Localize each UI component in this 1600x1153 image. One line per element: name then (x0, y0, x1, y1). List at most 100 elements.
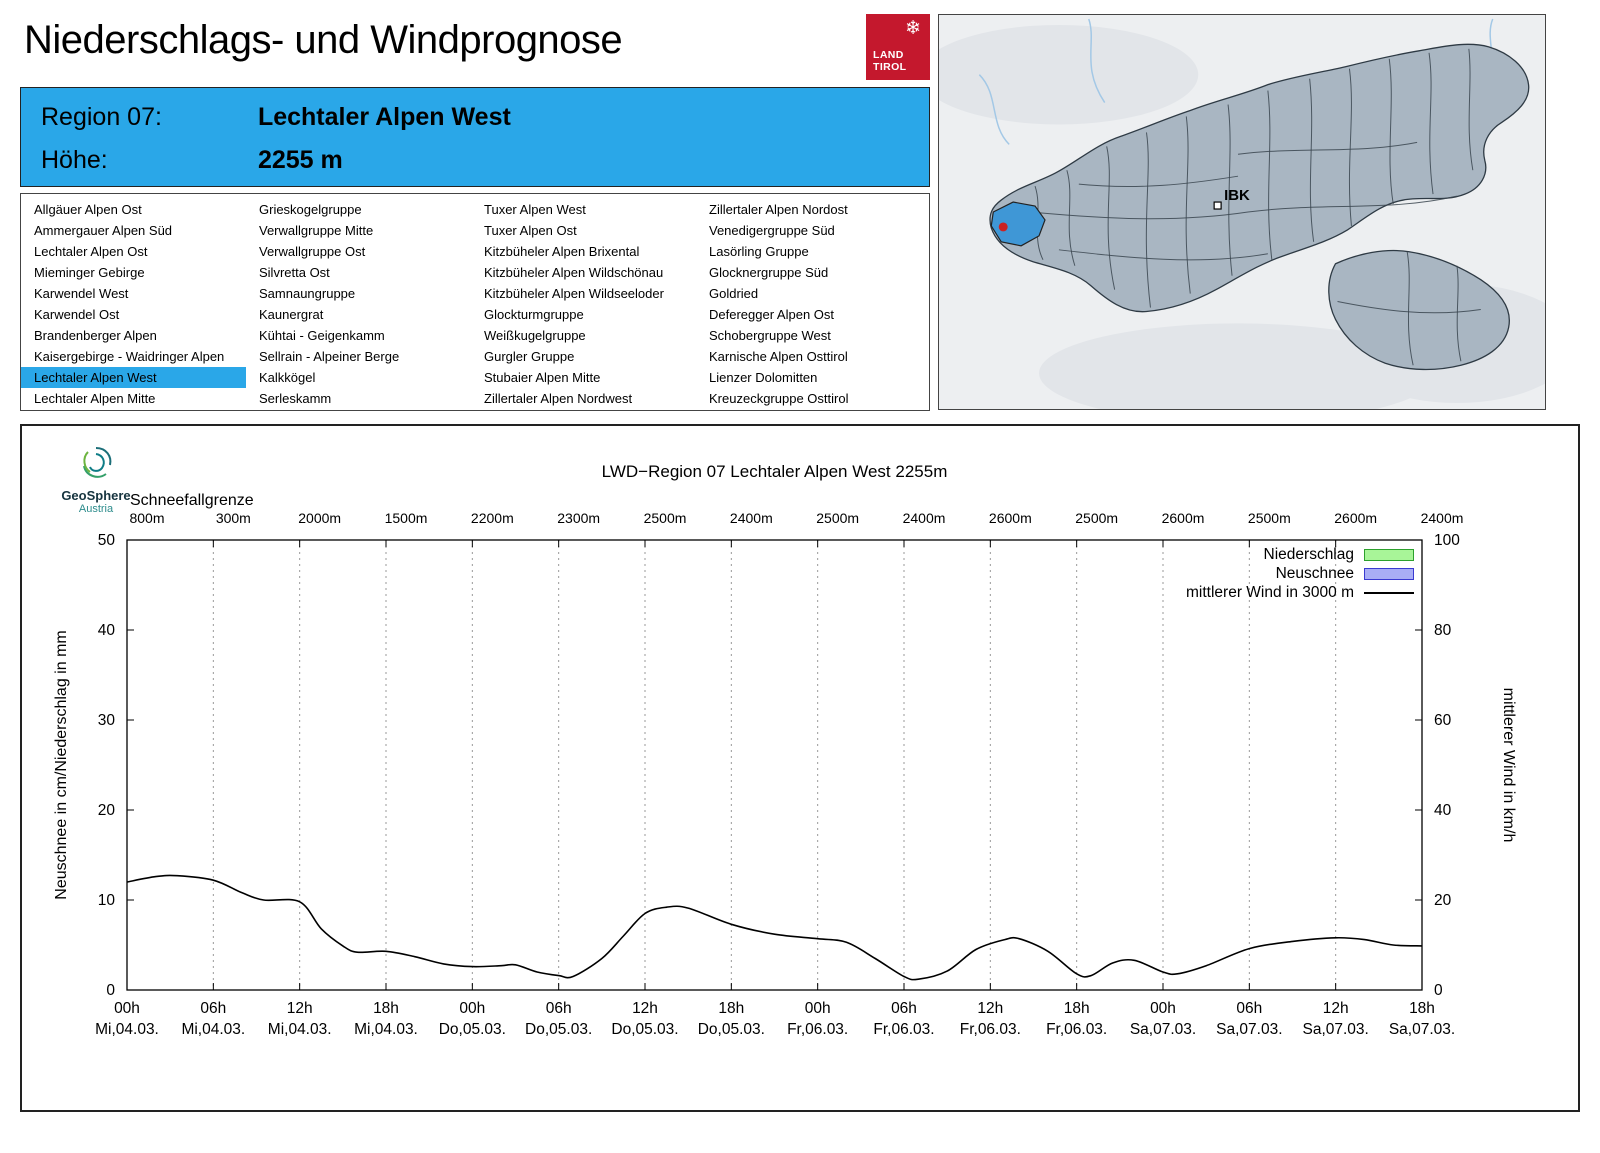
region-list-item[interactable]: Schobergruppe West (709, 328, 831, 343)
svg-text:2400m: 2400m (1421, 510, 1464, 526)
region-list-item[interactable]: Goldried (709, 286, 759, 301)
region-list-item[interactable]: Venedigergruppe Süd (709, 223, 835, 238)
chart-title: LWD−Region 07 Lechtaler Alpen West 2255m (601, 462, 948, 481)
region-list-item[interactable]: Brandenberger Alpen (34, 328, 157, 343)
svg-text:2600m: 2600m (1334, 510, 1377, 526)
svg-text:12h: 12h (977, 1000, 1003, 1017)
region-list-item[interactable]: Kalkkögel (259, 370, 316, 385)
region-list-item[interactable]: Kreuzeckgruppe Osttirol (709, 391, 849, 406)
highlighted-region-lechtaler-alpen-west[interactable] (990, 201, 1046, 247)
svg-text:0: 0 (106, 982, 115, 999)
ibk-city-label: IBK (1224, 187, 1250, 204)
tirol-region-map[interactable]: IBK (938, 14, 1546, 410)
svg-text:Mi,04.03.: Mi,04.03. (354, 1021, 418, 1038)
region-list-item[interactable]: Lechtaler Alpen Ost (34, 244, 148, 259)
region-list-item[interactable]: Lechtaler Alpen Mitte (34, 391, 156, 406)
east-tirol-landmass[interactable] (1328, 249, 1510, 371)
region-list-item[interactable]: Weißkugelgruppe (484, 328, 586, 343)
region-list-item[interactable]: Lasörling Gruppe (709, 244, 809, 259)
region-list-item[interactable]: Stubaier Alpen Mitte (484, 370, 601, 385)
chart-legend: Niederschlag Neuschnee mittlerer Wind in… (1022, 545, 1414, 602)
legend-label-niederschlag: Niederschlag (1263, 545, 1354, 563)
svg-text:50: 50 (98, 532, 116, 549)
legend-row-wind: mittlerer Wind in 3000 m (1022, 583, 1414, 602)
svg-text:00h: 00h (805, 1000, 831, 1017)
svg-text:1500m: 1500m (385, 510, 428, 526)
svg-text:30: 30 (98, 712, 116, 729)
legend-label-neuschnee: Neuschnee (1275, 564, 1354, 582)
svg-text:12h: 12h (287, 1000, 313, 1017)
svg-text:2500m: 2500m (1248, 510, 1291, 526)
geosphere-name: GeoSphere (61, 488, 131, 503)
svg-text:00h: 00h (459, 1000, 485, 1017)
region-list-item[interactable]: Gurgler Gruppe (484, 349, 575, 364)
region-list-item[interactable]: Sellrain - Alpeiner Berge (259, 349, 400, 364)
region-list-item[interactable]: Karwendel West (34, 286, 129, 301)
region-list-item[interactable]: Karnische Alpen Osttirol (709, 349, 848, 364)
svg-text:0: 0 (1434, 982, 1443, 999)
forecast-chart-panel: 00h Mi,04.03. 800m 06h Mi,04.03. 300m 12h Mi,04… (20, 424, 1580, 1112)
region-list-item[interactable]: Serleskamm (259, 391, 332, 406)
region-list-item[interactable]: Deferegger Alpen Ost (709, 307, 835, 322)
region-list-item[interactable]: Kitzbüheler Alpen Wildseeloder (484, 286, 664, 301)
svg-text:2500m: 2500m (644, 510, 687, 526)
legend-swatch-wind (1364, 591, 1414, 594)
land-tirol-logo-line1: LAND (873, 48, 904, 61)
region-list-item[interactable]: Lienzer Dolomitten (709, 370, 818, 385)
region-list-item[interactable]: Tuxer Alpen Ost (484, 223, 577, 238)
region-list-item[interactable]: Allgäuer Alpen Ost (34, 202, 142, 217)
region-list-item[interactable]: Samnaungruppe (259, 286, 356, 301)
region-list-item[interactable]: Tuxer Alpen West (484, 202, 586, 217)
region-list-item[interactable]: Zillertaler Alpen Nordwest (484, 391, 633, 406)
forecast-plot-svg: 00h Mi,04.03. 800m 06h Mi,04.03. 300m 12h Mi,04… (53, 510, 1517, 1038)
svg-text:2200m: 2200m (471, 510, 514, 526)
station-marker-dot (998, 222, 1008, 232)
region-list-item[interactable]: Silvretta Ost (259, 265, 330, 280)
region-list-column-4: Zillertaler Alpen Nordost Venedigergruppe… (696, 199, 929, 410)
region-list-item[interactable]: Verwallgruppe Ost (259, 244, 366, 259)
region-list-item[interactable]: Glockturmgruppe (484, 307, 584, 322)
region-list-item[interactable]: Verwallgruppe Mitte (259, 223, 374, 238)
region-list: Allgäuer Alpen Ost Ammergauer Alpen Süd Le… (20, 193, 930, 411)
svg-text:300m: 300m (216, 510, 251, 526)
region-name-value: Lechtaler Alpen West (257, 103, 511, 131)
svg-text:00h: 00h (1150, 1000, 1176, 1017)
svg-text:20: 20 (98, 802, 116, 819)
region-list-item[interactable]: Kitzbüheler Alpen Wildschönau (484, 265, 664, 280)
svg-text:2400m: 2400m (730, 510, 773, 526)
svg-text:80: 80 (1434, 622, 1452, 639)
region-list-column-1: Allgäuer Alpen Ost Ammergauer Alpen Süd Le… (21, 199, 246, 410)
legend-row-niederschlag: Niederschlag (1022, 545, 1414, 564)
tirol-map-svg: IBK (939, 18, 1545, 409)
region-list-item[interactable]: Glocknergruppe Süd (709, 265, 829, 280)
region-list-item[interactable]: Zillertaler Alpen Nordost (709, 202, 848, 217)
snowflake-icon: ❄ (905, 17, 921, 39)
svg-text:100: 100 (1434, 532, 1460, 549)
region-list-item[interactable]: Lechtaler Alpen West (21, 367, 246, 388)
svg-text:2000m: 2000m (298, 510, 341, 526)
svg-text:Do,05.03.: Do,05.03. (611, 1021, 678, 1038)
land-tirol-logo: ❄ LAND TIROL (866, 14, 930, 80)
region-list-item[interactable]: Karwendel Ost (34, 307, 120, 322)
river-line (1088, 18, 1106, 103)
region-list-item[interactable]: Kaunergrat (259, 307, 324, 322)
svg-text:Mi,04.03.: Mi,04.03. (95, 1021, 159, 1038)
legend-swatch-niederschlag (1364, 548, 1414, 561)
y-axis-right-title: mittlerer Wind in km/h (1500, 688, 1517, 843)
svg-text:2600m: 2600m (989, 510, 1032, 526)
land-tirol-logo-line2: TIROL (873, 61, 907, 74)
svg-text:Fr,06.03.: Fr,06.03. (960, 1021, 1021, 1038)
legend-swatch-neuschnee (1364, 567, 1414, 580)
region-borders (1009, 48, 1481, 366)
svg-text:Do,05.03.: Do,05.03. (439, 1021, 506, 1038)
region-list-item[interactable]: Ammergauer Alpen Süd (34, 223, 173, 238)
region-list-item[interactable]: Mieminger Gebirge (34, 265, 145, 280)
region-list-item[interactable]: Kühtai - Geigenkamm (259, 328, 385, 343)
tirol-main-landmass[interactable] (989, 43, 1530, 313)
region-list-item[interactable]: Kitzbüheler Alpen Brixental (484, 244, 640, 259)
region-list-item[interactable]: Grieskogelgruppe (259, 202, 362, 217)
legend-row-neuschnee: Neuschnee (1022, 564, 1414, 583)
region-list-item[interactable]: Kaisergebirge - Waidringer Alpen (34, 349, 225, 364)
geosphere-logo-icon (83, 447, 112, 478)
svg-text:Do,05.03.: Do,05.03. (698, 1021, 765, 1038)
